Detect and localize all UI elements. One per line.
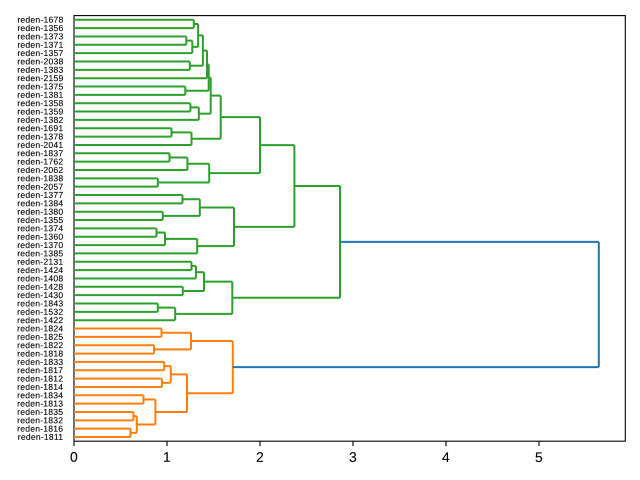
svg-text:reden-1814: reden-1814 (17, 382, 63, 392)
svg-text:reden-2159: reden-2159 (17, 73, 63, 83)
svg-text:reden-1817: reden-1817 (17, 365, 63, 375)
svg-text:reden-2131: reden-2131 (17, 257, 63, 267)
svg-text:reden-1358: reden-1358 (17, 98, 63, 108)
svg-text:reden-1837: reden-1837 (17, 148, 63, 158)
svg-text:reden-1834: reden-1834 (17, 390, 63, 400)
svg-text:reden-1357: reden-1357 (17, 48, 63, 58)
svg-text:reden-1378: reden-1378 (17, 131, 63, 141)
svg-text:reden-1382: reden-1382 (17, 115, 63, 125)
svg-text:5: 5 (535, 449, 543, 465)
svg-text:3: 3 (349, 449, 357, 465)
svg-text:reden-1422: reden-1422 (17, 315, 63, 325)
svg-text:reden-1381: reden-1381 (17, 90, 63, 100)
svg-text:reden-1424: reden-1424 (17, 265, 63, 275)
svg-text:reden-1825: reden-1825 (17, 332, 63, 342)
svg-text:reden-2038: reden-2038 (17, 56, 63, 66)
svg-text:reden-1373: reden-1373 (17, 31, 63, 41)
svg-text:4: 4 (442, 449, 450, 465)
svg-text:reden-1359: reden-1359 (17, 106, 63, 116)
svg-text:0: 0 (70, 449, 78, 465)
svg-text:reden-1818: reden-1818 (17, 348, 63, 358)
svg-text:reden-1371: reden-1371 (17, 40, 63, 50)
svg-text:reden-1428: reden-1428 (17, 282, 63, 292)
svg-text:reden-1408: reden-1408 (17, 273, 63, 283)
svg-text:reden-1383: reden-1383 (17, 65, 63, 75)
svg-text:reden-1355: reden-1355 (17, 215, 63, 225)
svg-text:reden-2041: reden-2041 (17, 140, 63, 150)
svg-text:reden-1532: reden-1532 (17, 307, 63, 317)
svg-text:reden-1835: reden-1835 (17, 407, 63, 417)
svg-text:reden-1832: reden-1832 (17, 415, 63, 425)
svg-text:2: 2 (256, 449, 264, 465)
svg-text:reden-1384: reden-1384 (17, 198, 63, 208)
svg-text:reden-1375: reden-1375 (17, 81, 63, 91)
svg-text:reden-1360: reden-1360 (17, 232, 63, 242)
svg-text:reden-1812: reden-1812 (17, 374, 63, 384)
svg-text:reden-1380: reden-1380 (17, 207, 63, 217)
svg-text:reden-1824: reden-1824 (17, 323, 63, 333)
svg-text:reden-1356: reden-1356 (17, 23, 63, 33)
svg-text:reden-1833: reden-1833 (17, 357, 63, 367)
svg-text:reden-1813: reden-1813 (17, 399, 63, 409)
svg-text:reden-2062: reden-2062 (17, 165, 63, 175)
svg-text:1: 1 (163, 449, 171, 465)
svg-text:reden-2057: reden-2057 (17, 182, 63, 192)
svg-text:reden-1762: reden-1762 (17, 157, 63, 167)
svg-text:reden-1816: reden-1816 (17, 424, 63, 434)
svg-text:reden-1370: reden-1370 (17, 240, 63, 250)
svg-text:reden-1843: reden-1843 (17, 298, 63, 308)
svg-text:reden-1385: reden-1385 (17, 248, 63, 258)
svg-text:reden-1430: reden-1430 (17, 290, 63, 300)
svg-text:reden-1838: reden-1838 (17, 173, 63, 183)
svg-text:reden-1678: reden-1678 (17, 15, 63, 25)
svg-text:reden-1811: reden-1811 (18, 432, 64, 442)
svg-text:reden-1374: reden-1374 (17, 223, 63, 233)
svg-text:reden-1822: reden-1822 (17, 340, 63, 350)
svg-text:reden-1691: reden-1691 (17, 123, 63, 133)
svg-text:reden-1377: reden-1377 (17, 190, 63, 200)
